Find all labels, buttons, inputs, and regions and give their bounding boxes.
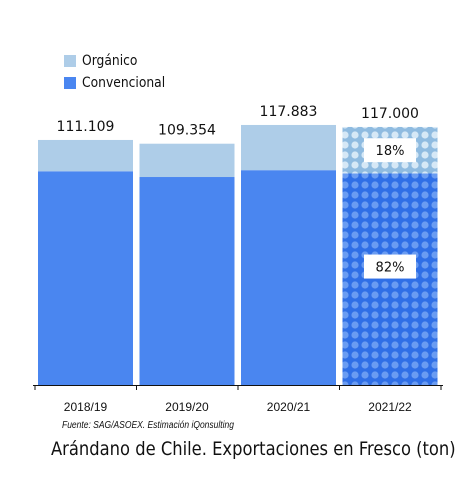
bar-conventional-2019/20 <box>139 177 235 385</box>
category-label-2020/21: 2020/21 <box>267 400 311 414</box>
total-label-2019/20: 109.354 <box>158 123 216 139</box>
bar-organic-2019/20 <box>139 143 235 178</box>
share-box-conventional <box>364 254 416 279</box>
category-label-2018/19: 2018/19 <box>64 400 108 414</box>
bar-conventional-2018/19 <box>38 171 133 385</box>
share-box-organic <box>364 138 416 163</box>
legend-item-organic: Orgánico <box>64 50 176 72</box>
legend-item-conventional: Convencional <box>64 72 176 94</box>
category-label-2019/20: 2019/20 <box>165 400 209 414</box>
chart-title: Arándano de Chile. Exportaciones en Fres… <box>51 438 456 460</box>
source-note: Fuente: SAG/ASOEX. Estimación iQonsultin… <box>62 420 234 431</box>
legend: Orgánico Convencional <box>64 50 176 94</box>
legend-swatch-conventional <box>64 77 76 89</box>
category-label-2021/22: 2021/22 <box>368 400 412 414</box>
bar-organic-2020/21 <box>241 124 336 171</box>
bar-organic-2018/19 <box>38 139 133 172</box>
bars-layer <box>38 124 438 385</box>
share-label-conventional: 82% <box>376 261 405 276</box>
share-label-organic: 18% <box>376 144 405 159</box>
total-label-2021/22: 117.000 <box>361 106 419 122</box>
legend-label-conventional: Convencional <box>82 75 166 91</box>
labels-layer: 111.109 2018/19 109.354 2019/20 117.883 2020/… <box>33 104 443 414</box>
legend-swatch-organic <box>64 55 76 67</box>
total-label-2018/19: 111.109 <box>57 119 115 135</box>
bar-conventional-2020/21 <box>241 170 336 385</box>
legend-label-organic: Orgánico <box>82 53 138 69</box>
total-label-2020/21: 117.883 <box>260 104 318 120</box>
bar-conventional-2021/22 <box>342 173 438 385</box>
